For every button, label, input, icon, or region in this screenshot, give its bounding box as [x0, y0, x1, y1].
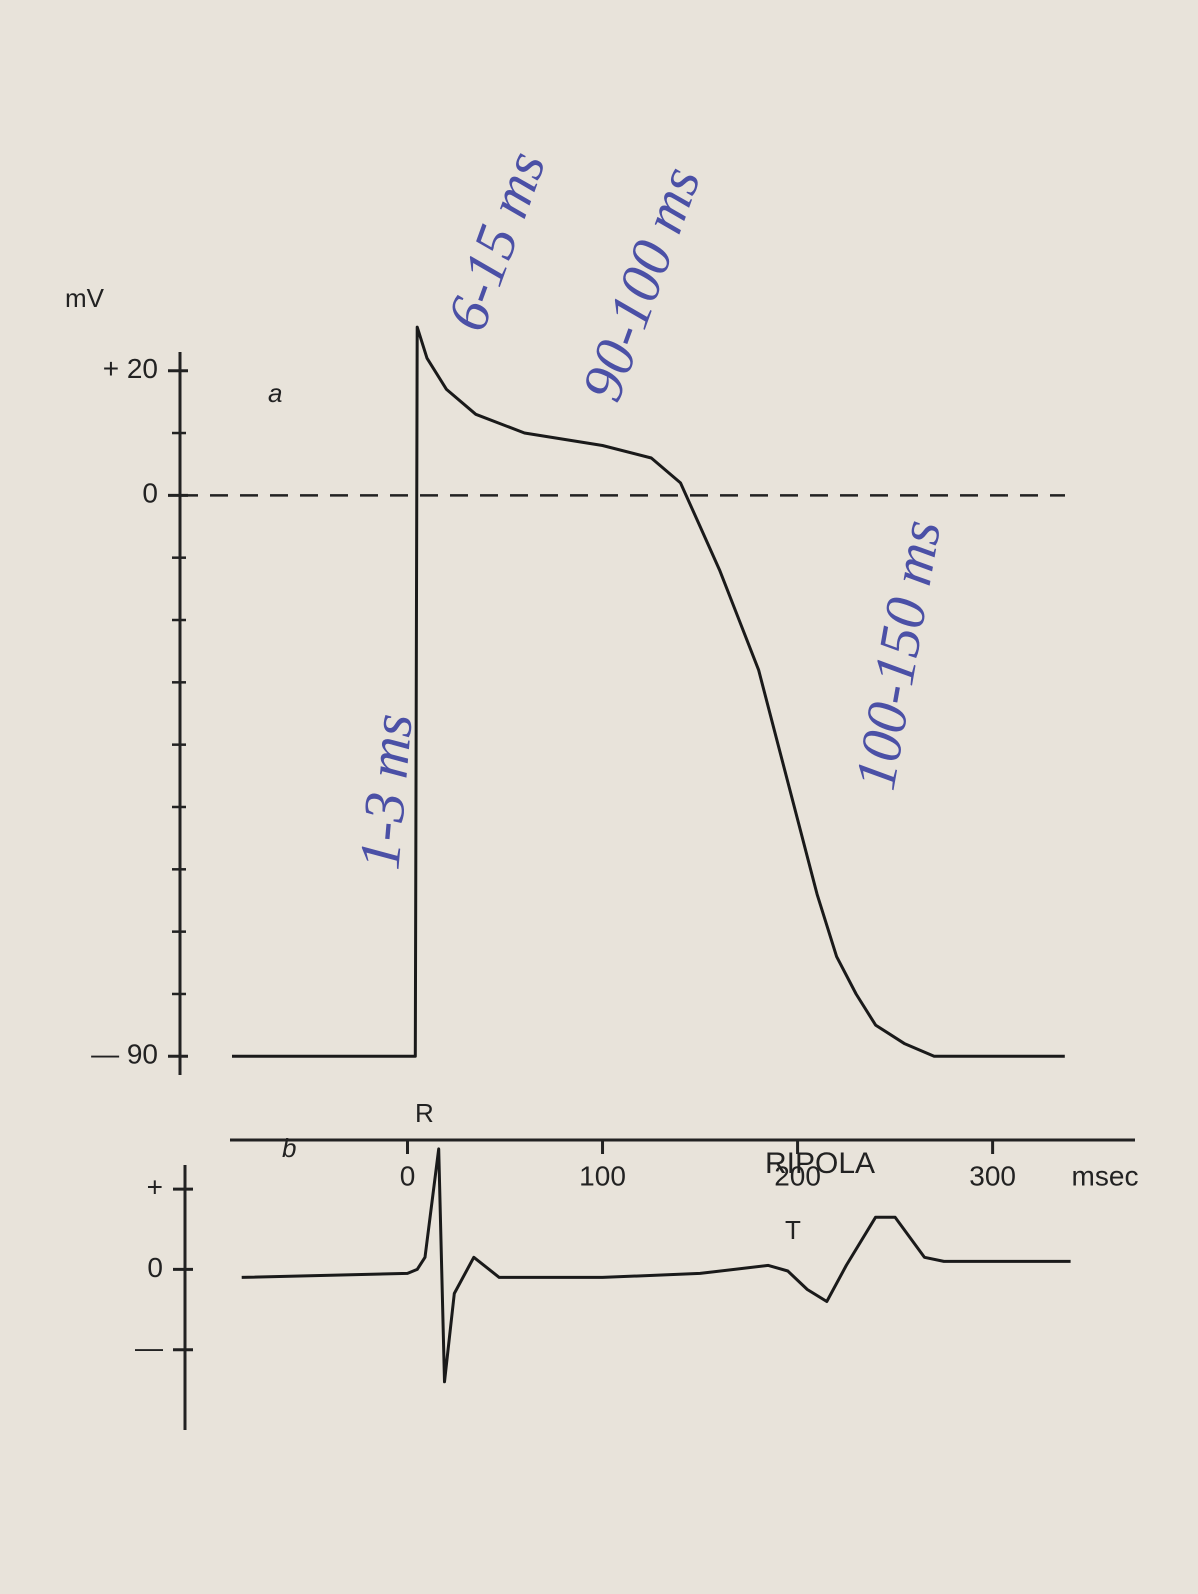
y-tick-label: 0	[142, 478, 158, 509]
data-line	[232, 325, 1065, 1058]
annotation: 1-3 ms	[346, 711, 424, 872]
x-tick-label: 300	[969, 1160, 1016, 1191]
panel-label: b	[282, 1133, 296, 1163]
y-tick-label: +	[147, 1171, 163, 1202]
x-tick-label: 100	[579, 1160, 626, 1191]
y-tick-label: — 90	[91, 1039, 158, 1070]
x-tick-label: 200	[774, 1160, 821, 1191]
annotation: T	[785, 1215, 801, 1245]
y-axis-label: mV	[65, 283, 105, 313]
panel-label: a	[268, 378, 282, 408]
data-line	[241, 1147, 1071, 1384]
x-tick-label: 0	[400, 1160, 416, 1191]
x-axis-label: msec	[1072, 1160, 1139, 1191]
y-tick-label: + 20	[103, 353, 158, 384]
annotation: RIPOLA	[765, 1147, 875, 1180]
annotation: R	[415, 1098, 434, 1128]
y-tick-label: —	[135, 1332, 163, 1363]
y-tick-label: 0	[147, 1252, 163, 1283]
